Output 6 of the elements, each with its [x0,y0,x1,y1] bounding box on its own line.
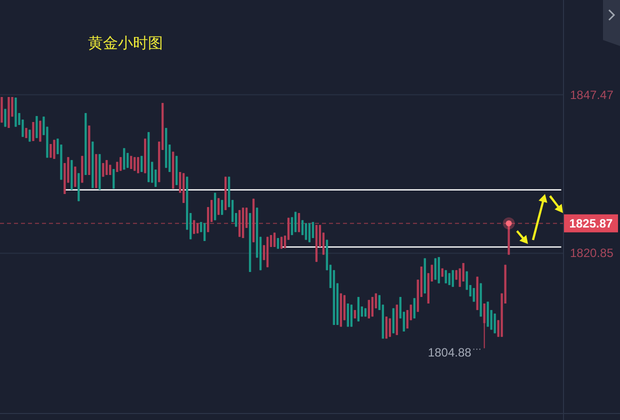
annotation: 1804.88 [428,345,472,360]
ref-line: 1825.87 [0,214,618,232]
y-tick-label: 1847.47 [570,88,614,102]
title: 黄金小时图 [88,35,163,52]
y-tick-label: 1820.85 [570,246,614,260]
ref-line-label: 1825.87 [569,216,614,230]
